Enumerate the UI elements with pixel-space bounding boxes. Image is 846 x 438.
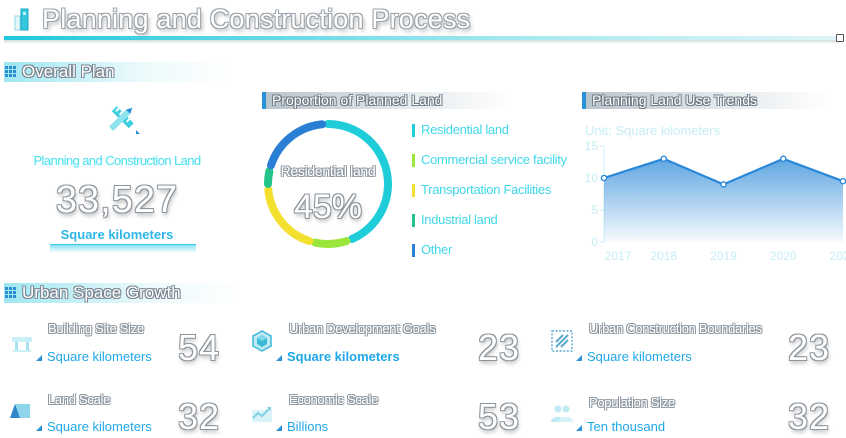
tile-title: Building Site Size: [48, 321, 144, 336]
tile-unit-text: Billions: [287, 419, 329, 434]
legend-swatch: [412, 154, 415, 168]
y-tick-label: 15: [585, 139, 599, 153]
overall-plan-unit: Square kilometers: [60, 227, 174, 242]
tile-unit: Square kilometers: [36, 419, 152, 434]
building-logo-icon: [14, 8, 29, 31]
tile-value: 53: [478, 396, 521, 437]
trend-point: [720, 181, 727, 188]
legend-item: Transportation Facilities: [412, 182, 567, 198]
overall-plan-value: 33,527: [55, 179, 179, 221]
section-title: Overall Plan: [22, 62, 115, 81]
x-tick-label: 2017: [605, 249, 632, 263]
grid-dots-icon: [5, 66, 16, 77]
legend-swatch: [412, 214, 415, 228]
legend-item: Residential land: [412, 122, 567, 138]
panel-header-proportion: Proportion of Planned Land: [262, 92, 514, 109]
tile-unit: Square kilometers: [36, 349, 152, 364]
panel-header-trends: Planning Land Use Trends: [582, 92, 832, 109]
unit-marker-icon: [576, 354, 582, 361]
tile-unit-text: Square kilometers: [287, 349, 400, 364]
legend-swatch: [412, 184, 415, 198]
tile-unit: Ten thousand: [576, 419, 665, 434]
land-icon: [10, 404, 30, 418]
tile-unit-text: Square kilometers: [47, 419, 152, 434]
unit-marker-icon: [576, 424, 582, 431]
trend-point: [660, 155, 668, 163]
tile-unit-text: Square kilometers: [47, 349, 152, 364]
chart-trend-icon: [252, 407, 272, 422]
grid-dots-icon: [5, 287, 16, 298]
legend-item: Commercial service facility: [412, 152, 567, 168]
panel-title: Planning Land Use Trends: [592, 92, 757, 108]
overall-plan-underline: [50, 244, 196, 253]
tile-unit-text: Square kilometers: [587, 349, 692, 364]
y-tick-label: 10: [585, 171, 599, 185]
y-tick-label: 0: [591, 235, 598, 249]
tile-unit: Billions: [276, 419, 328, 434]
trend-area: [604, 158, 843, 242]
legend-label: Transportation Facilities: [421, 182, 552, 197]
x-tick-label: 2021: [830, 249, 846, 263]
trend-unit-label: Unit: Square kilometers: [585, 123, 721, 138]
population-icon: [551, 405, 573, 422]
trend-area-chart: 0 5 10 15 2017 2018 2019 2020 2021: [585, 139, 846, 263]
section-title: Urban Space Growth: [22, 283, 181, 302]
unit-marker-icon: [36, 424, 42, 431]
tile-value: 54: [178, 327, 221, 368]
legend-swatch: [412, 244, 415, 258]
x-tick-label: 2020: [770, 249, 797, 263]
legend-item: Industrial land: [412, 212, 567, 228]
legend-item: Other: [412, 242, 567, 258]
header-divider: [4, 36, 840, 40]
tile-value: 32: [788, 396, 831, 437]
donut-center-label: Residential land: [280, 163, 376, 179]
legend-label: Other: [421, 242, 453, 257]
panel-header-bar: [582, 92, 586, 109]
tile-title: Urban Construction Boundaries: [589, 321, 762, 336]
header-divider-handle: [836, 34, 844, 42]
y-tick-label: 5: [591, 203, 598, 217]
panel-header-bar: [262, 92, 266, 109]
tile-value: 23: [478, 327, 521, 368]
unit-marker-icon: [36, 354, 42, 361]
section-header-urban-growth: Urban Space Growth: [4, 283, 244, 303]
donut-segment: [264, 120, 392, 248]
donut-segment: [264, 120, 392, 248]
legend-label: Commercial service facility: [421, 152, 567, 167]
unit-marker-icon: [276, 424, 282, 431]
donut-segment: [264, 120, 392, 248]
donut-center-value: 45%: [293, 188, 363, 226]
x-tick-label: 2019: [710, 249, 737, 263]
header-divider-shadow: [4, 40, 840, 44]
tile-value: 32: [178, 396, 221, 437]
proportion-legend: Residential land Commercial service faci…: [412, 122, 567, 258]
tile-value: 23: [788, 327, 831, 368]
page-title: Planning and Construction Process: [42, 4, 471, 34]
tile-unit: Square kilometers: [576, 349, 692, 364]
overall-plan-label: Planning and Construction Land: [33, 153, 201, 168]
trend-point: [600, 174, 608, 182]
tile-unit-text: Ten thousand: [587, 419, 666, 434]
legend-swatch: [412, 124, 415, 138]
cube-icon: [252, 330, 272, 352]
boundary-icon: [551, 330, 573, 352]
tile-title: Population Size: [589, 395, 675, 410]
x-tick-label: 2018: [650, 249, 677, 263]
tile-title: Land Scale: [48, 392, 111, 407]
pencil-ruler-icon: [108, 106, 140, 134]
tile-title: Economic Scale: [289, 392, 379, 407]
trend-point: [839, 177, 846, 185]
tile-title: Urban Development Goals: [289, 321, 436, 336]
proportion-donut-chart: [264, 120, 392, 248]
trend-point: [779, 155, 787, 163]
unit-marker-icon: [276, 354, 282, 361]
legend-label: Residential land: [421, 122, 509, 137]
building-site-icon: [12, 337, 32, 352]
legend-label: Industrial land: [421, 212, 498, 227]
panel-title: Proportion of Planned Land: [272, 92, 443, 108]
tile-unit: Square kilometers: [276, 349, 400, 364]
section-header-overall-plan: Overall Plan: [4, 62, 234, 82]
